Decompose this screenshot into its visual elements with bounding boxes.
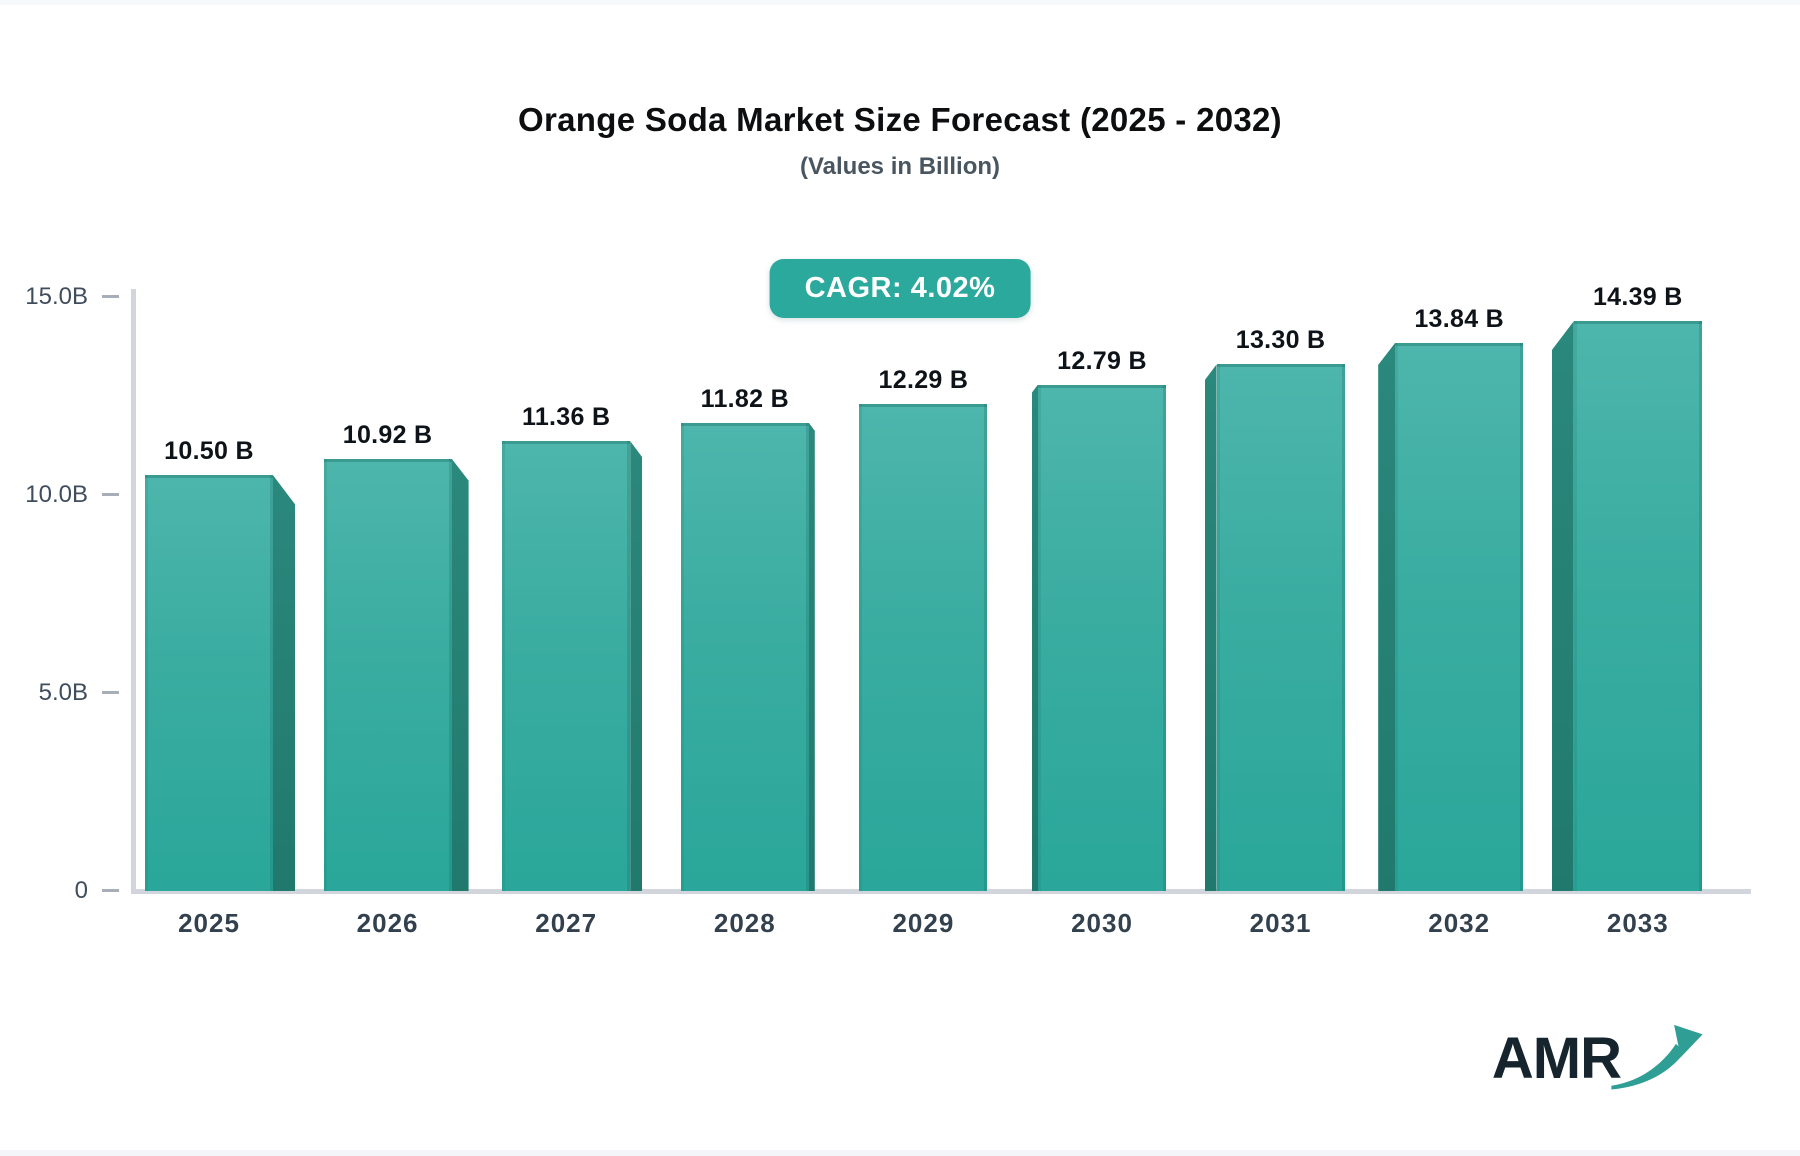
y-tick-dash: [102, 889, 119, 892]
bar-value-label: 10.50 B: [164, 437, 254, 466]
bar-value-label: 12.79 B: [1057, 346, 1147, 375]
bar-2025: [145, 475, 273, 891]
x-axis-line: [131, 889, 1751, 894]
x-tick-label: 2026: [356, 908, 419, 938]
x-tick-label: 2033: [1606, 908, 1669, 938]
bar-2028: [680, 422, 809, 891]
brand-logo: AMR: [1491, 1024, 1705, 1099]
bar-side-face: [451, 458, 469, 891]
bar-2032: [1395, 342, 1524, 891]
y-axis-line: [131, 289, 136, 891]
growth-arrow-icon: [1611, 1024, 1703, 1090]
bar-side-face: [1378, 342, 1396, 891]
bar-value-label: 11.82 B: [700, 384, 789, 413]
bar-2030: [1038, 384, 1166, 891]
y-tick-dash: [102, 295, 119, 298]
bar-2027: [502, 441, 631, 891]
bar-side-face: [273, 475, 295, 891]
chart-subtitle: (Values in Billion): [799, 153, 1001, 180]
x-tick-label: 2031: [1249, 908, 1312, 938]
bar-2031: [1216, 364, 1345, 891]
bar-side-face: [808, 422, 815, 891]
bar-2026: [323, 458, 452, 891]
x-tick-label: 2025: [178, 908, 240, 938]
bar-value-label: 12.29 B: [878, 366, 969, 395]
brand-logo-text: AMR: [1491, 1026, 1622, 1091]
y-tick-dash: [102, 691, 119, 694]
bar-value-label: 13.30 B: [1235, 326, 1326, 355]
bar-value-label: 13.84 B: [1414, 304, 1505, 333]
bar-side-face: [1551, 321, 1574, 891]
chart-title: Orange Soda Market Size Forecast (2025 -…: [518, 101, 1282, 138]
x-tick-label: 2028: [713, 908, 776, 938]
bar-value-label: 11.36 B: [522, 403, 611, 432]
bar-side-face: [630, 441, 643, 891]
x-tick-label: 2027: [535, 908, 598, 938]
cagr-badge: CAGR: 4.02%: [769, 259, 1031, 318]
bar-2033: [1573, 321, 1702, 891]
bar-value-label: 10.92 B: [342, 420, 433, 449]
bar-2029: [859, 404, 988, 891]
bar-side-face: [1032, 384, 1038, 891]
bar-side-face: [1204, 364, 1217, 891]
y-tick-label: 15.0B: [25, 283, 88, 310]
y-tick-dash: [102, 493, 119, 496]
x-tick-label: 2030: [1071, 908, 1133, 938]
bar-value-label: 14.39 B: [1592, 283, 1683, 312]
y-tick-label: 0: [74, 877, 88, 904]
y-tick-label: 5.0B: [38, 679, 88, 706]
x-tick-label: 2029: [892, 908, 955, 938]
x-tick-label: 2032: [1428, 908, 1491, 938]
y-tick-label: 10.0B: [25, 481, 88, 508]
